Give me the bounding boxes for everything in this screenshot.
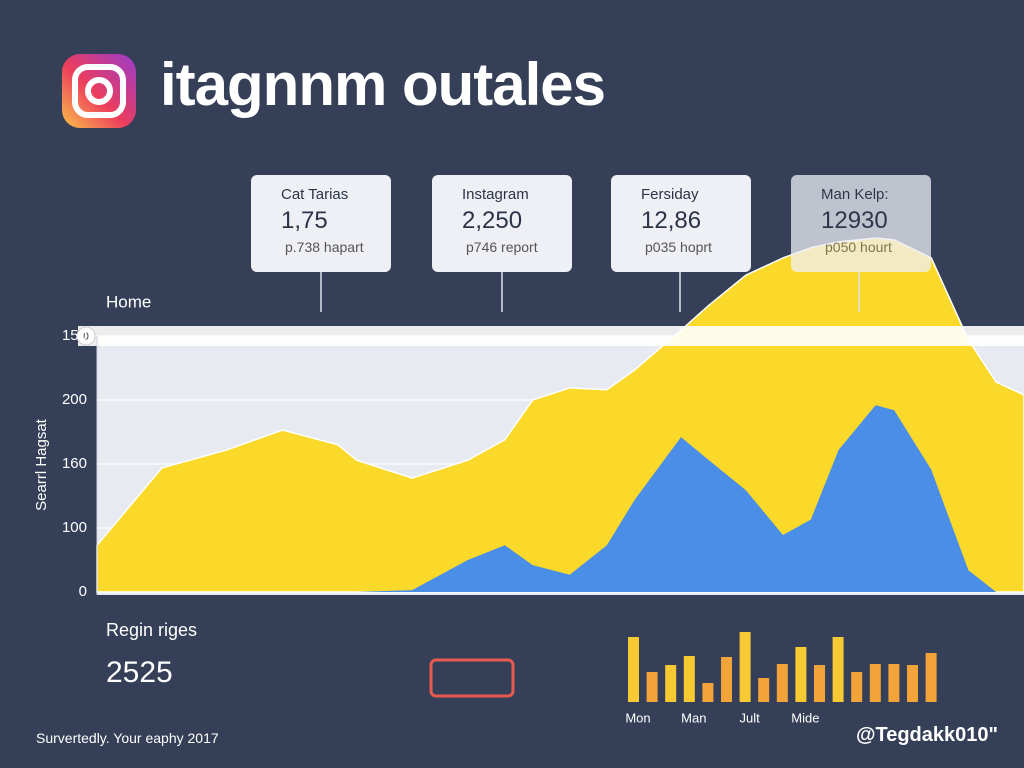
bar xyxy=(907,665,918,702)
stat-card: Man Kelp: 12930 p050 hourt xyxy=(791,175,931,272)
bar-chart: Mon Man Jult Mide xyxy=(625,632,937,725)
x-tick-label: Mon xyxy=(625,710,650,725)
bar xyxy=(628,637,639,702)
bar xyxy=(814,665,825,702)
app-icon-lens xyxy=(85,77,113,105)
card-sub: p.738 hapart xyxy=(285,239,364,255)
y-tick-label: 160 xyxy=(62,455,87,472)
card-value: 1,75 xyxy=(281,207,328,234)
summary-value: 2525 xyxy=(106,656,173,689)
y-tick-label: 200 xyxy=(62,391,87,408)
header-title: itagnnm outales xyxy=(160,51,606,118)
bar xyxy=(869,664,881,702)
card-value: 2,250 xyxy=(462,207,523,234)
card-sub: p746 report xyxy=(466,239,538,255)
chart-title: Home xyxy=(106,292,151,311)
summary-label: Regin riges xyxy=(106,620,198,640)
bar xyxy=(683,656,695,702)
card-value: 12930 xyxy=(821,207,888,234)
bar xyxy=(702,683,714,702)
bar xyxy=(832,637,844,702)
card-value: 12,86 xyxy=(641,207,702,234)
footer-left: Survertedly. Your eaphy 2017 xyxy=(36,730,219,746)
bar xyxy=(795,647,807,702)
bar xyxy=(646,672,658,702)
card-title: Cat Tarias xyxy=(281,186,349,203)
device-icon xyxy=(429,658,515,698)
card-arrows xyxy=(320,272,860,312)
bar xyxy=(776,664,788,702)
footer-right: @Tegdakk010" xyxy=(855,724,998,746)
bar xyxy=(665,665,677,702)
marker-label: 0 xyxy=(83,332,89,343)
bar xyxy=(758,678,770,702)
card-title: Instagram xyxy=(462,186,529,203)
bar xyxy=(888,664,900,702)
area-series xyxy=(97,405,1024,592)
highlight-band xyxy=(78,326,1024,346)
x-tick-label: Man xyxy=(681,710,706,725)
stat-card: Instagram 2,250 p746 report xyxy=(432,175,572,272)
marker-dot xyxy=(76,326,96,346)
stat-card: Cat Tarias 1,75 p.738 hapart xyxy=(251,175,391,272)
bar xyxy=(925,653,937,702)
card-title: Fersiday xyxy=(641,186,699,203)
card-sub: p035 hoprt xyxy=(645,239,712,255)
y-tick-label: 100 xyxy=(62,519,87,536)
app-icon-frame xyxy=(72,64,126,118)
y-tick-label: 150 xyxy=(62,327,87,344)
bar xyxy=(851,672,863,702)
x-tick-label: Mide xyxy=(791,710,819,725)
card-sub: p050 hourt xyxy=(825,239,892,255)
bar xyxy=(739,632,751,702)
x-tick-label: Jult xyxy=(739,710,760,725)
stat-card: Fersiday 12,86 p035 hoprt xyxy=(611,175,751,272)
y-tick-label: 0 xyxy=(79,583,87,600)
y-axis-label: Searrl Hagsat xyxy=(33,418,50,511)
bar xyxy=(721,657,732,702)
card-title: Man Kelp: xyxy=(821,186,889,203)
